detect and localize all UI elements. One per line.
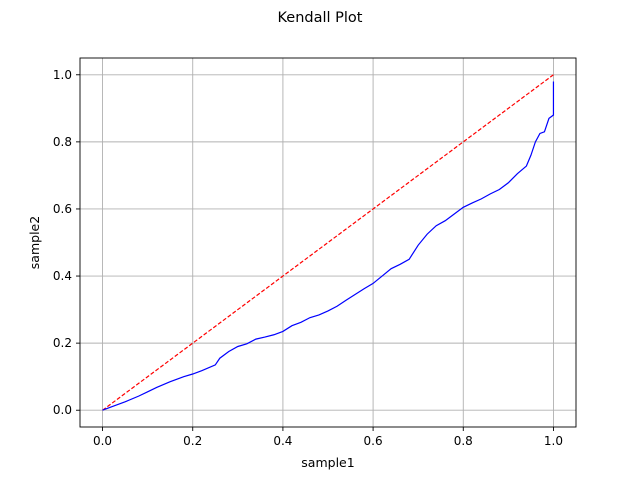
y-tick-label: 0.4 — [53, 269, 72, 283]
y-tick-label: 0.8 — [53, 135, 72, 149]
x-tick-label: 0.2 — [183, 434, 202, 448]
x-axis-label: sample1 — [301, 455, 354, 470]
y-tick-label: 1.0 — [53, 68, 72, 82]
y-tick-label: 0.6 — [53, 202, 72, 216]
x-tick-label: 0.6 — [364, 434, 383, 448]
reference-diagonal-line — [102, 74, 554, 411]
plot-frame — [79, 57, 577, 428]
chart-title: Kendall Plot — [278, 10, 363, 26]
x-tick-label: 0.8 — [454, 434, 473, 448]
x-tick-label: 1.0 — [544, 434, 563, 448]
x-axis: 0.0 0.2 0.4 0.6 0.8 1.0 — [93, 427, 563, 448]
y-axis-label: sample2 — [27, 216, 42, 269]
y-tick-label: 0.0 — [53, 403, 72, 417]
y-tick-label: 0.2 — [53, 336, 72, 350]
x-tick-label: 0.0 — [93, 434, 112, 448]
empirical-kendall-line — [102, 81, 555, 411]
y-axis: 0.0 0.2 0.4 0.6 0.8 1.0 — [53, 68, 80, 417]
grid — [80, 58, 576, 427]
series-group — [102, 74, 555, 411]
x-tick-label: 0.4 — [273, 434, 292, 448]
